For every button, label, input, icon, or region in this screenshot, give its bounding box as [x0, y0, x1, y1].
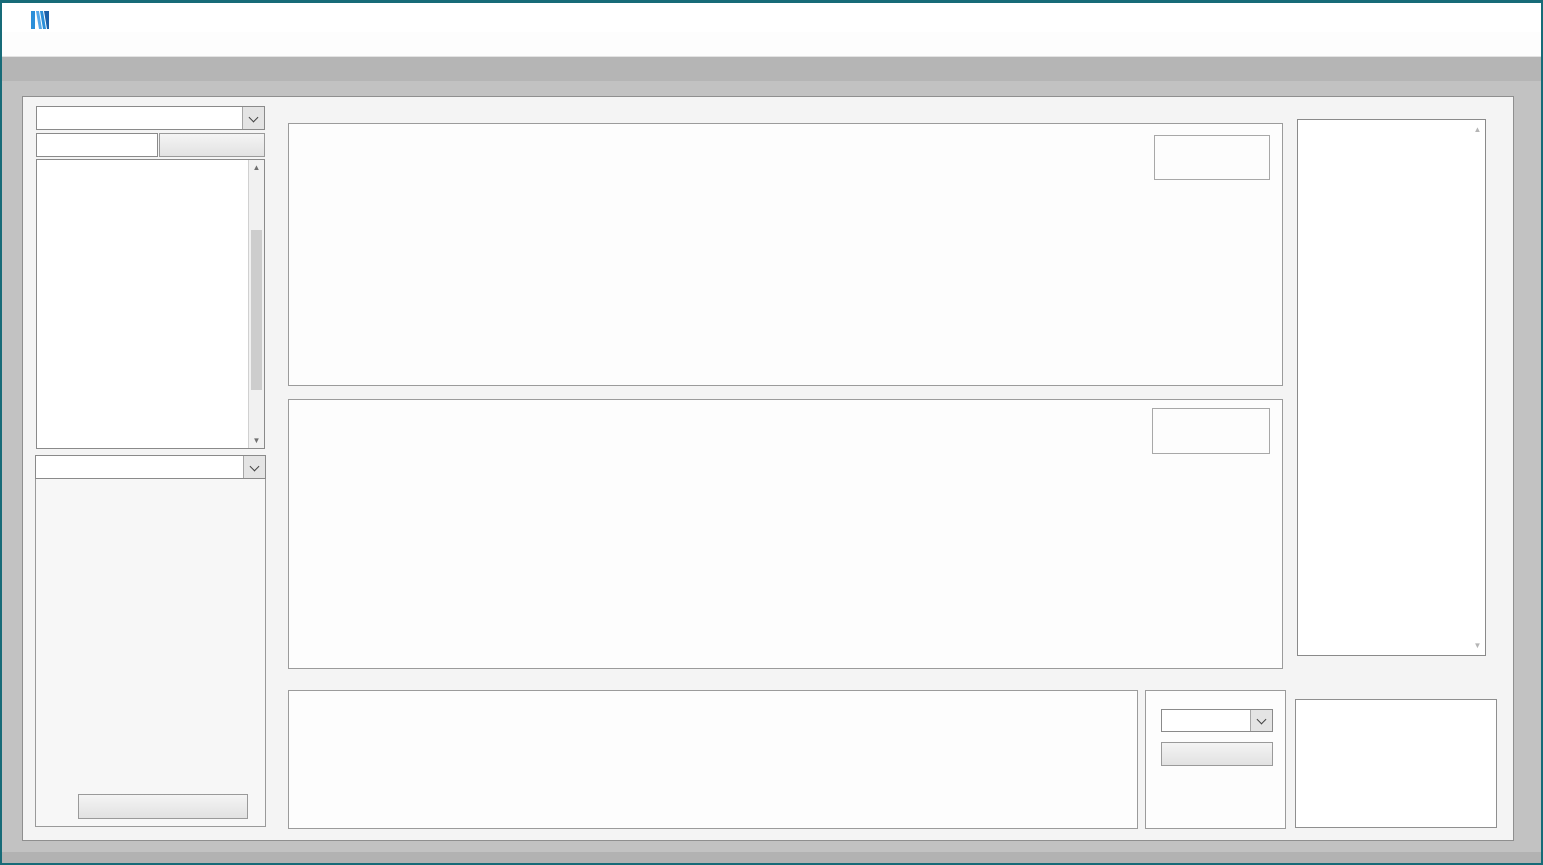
scroll-down-icon[interactable]: ▼	[1470, 638, 1485, 653]
time-waveform-chart[interactable]	[289, 124, 1284, 387]
tree-rows	[37, 162, 249, 449]
channel-combo-value	[1162, 710, 1250, 731]
overview-waveform-chart[interactable]	[289, 691, 1139, 830]
minimize-button[interactable]	[1415, 9, 1445, 29]
tab-strip	[2, 57, 1541, 81]
waveform-legend	[1154, 135, 1270, 180]
title-bar	[2, 0, 1541, 32]
channel-select-panel	[1145, 690, 1286, 829]
tree-scroll-thumb[interactable]	[251, 230, 262, 390]
channel-combo[interactable]	[1161, 709, 1273, 732]
window-bottom-strip	[2, 852, 1541, 863]
overview-waveform-panel	[288, 690, 1138, 829]
scroll-up-icon[interactable]: ▲	[249, 160, 264, 175]
maximize-button[interactable]	[1463, 9, 1493, 29]
chevron-down-icon	[243, 456, 265, 478]
file-format-combo-value	[37, 107, 242, 129]
analysis-type-combo-value	[36, 456, 243, 478]
load-button[interactable]	[78, 794, 248, 819]
format-button[interactable]	[159, 133, 265, 157]
scroll-up-icon[interactable]: ▲	[1470, 122, 1485, 137]
spectrum-legend	[1152, 408, 1270, 454]
filter-input[interactable]	[36, 133, 158, 157]
confirm-button[interactable]	[1161, 742, 1273, 766]
spectrum-panel	[288, 399, 1283, 669]
close-button[interactable]	[1505, 9, 1535, 29]
third-octave-spectrum-chart[interactable]	[289, 400, 1284, 670]
analysis-type-combo[interactable]	[35, 455, 266, 479]
analysis-settings-panel	[35, 455, 266, 827]
file-format-combo[interactable]	[36, 106, 265, 130]
cursor-data-list[interactable]: ▲ ▼	[1297, 119, 1486, 656]
chevron-down-icon	[242, 107, 264, 129]
time-waveform-panel	[288, 123, 1283, 386]
app-logo	[30, 10, 50, 30]
chevron-down-icon	[1250, 710, 1272, 731]
tree-scrollbar[interactable]: ▲ ▼	[248, 160, 264, 448]
selection-info-panel	[1295, 699, 1497, 828]
scroll-down-icon[interactable]: ▼	[249, 433, 264, 448]
file-tree[interactable]: ▲ ▼	[36, 159, 265, 449]
menu-bar	[2, 32, 1541, 57]
